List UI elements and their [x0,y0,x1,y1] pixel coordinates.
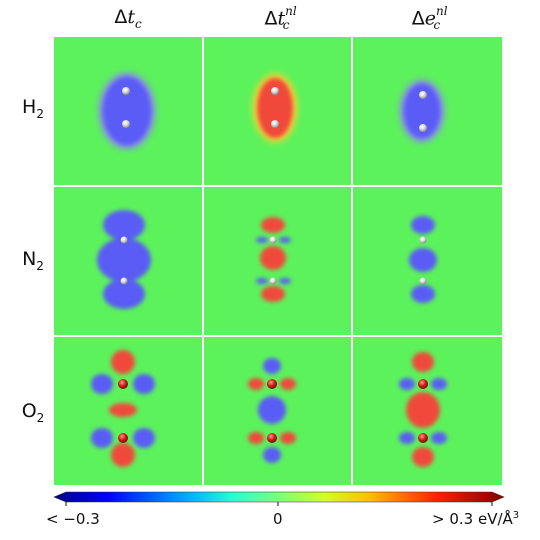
atom-o [118,379,128,389]
atom-o [267,433,277,443]
colorbar-min-text: < −0.3 [46,510,100,528]
header-sup: nl [435,4,448,18]
row-base: H [22,96,37,118]
panel-o2-delta-ec-nl [399,352,447,467]
atom-o [118,433,128,443]
atom-n [269,277,277,285]
atom-o [267,379,277,389]
atom-h [271,87,279,95]
row-base: O [21,400,37,422]
panel-h2-delta-tc-nl [253,74,297,142]
colorbar-max-text: > 0.3 eV/Å [432,510,513,528]
column-header-delta-tc-nl: Δtnlc [203,4,351,33]
atom-h [122,120,130,128]
column-header-delta-ec-nl: Δenlc [352,4,500,33]
header-sub: c [282,18,290,33]
colorbar-label-max: > 0.3 eV/Å3 [432,510,519,528]
row-sub: 2 [36,258,44,273]
header-var: e [424,7,436,30]
row-base: N [22,248,37,270]
atom-n [419,236,427,244]
header-sup: nl [285,4,297,18]
panel-h2-delta-tc [99,73,155,149]
panel-o2-delta-tc-nl [248,358,296,463]
atom-h [271,120,279,128]
panel-grid-lines [54,37,502,485]
row-sub: 2 [36,106,44,121]
header-var: t [277,7,286,30]
atom-h [122,87,130,95]
row-header-o2: O2 [16,400,50,425]
panel-o2-delta-tc [91,350,155,467]
colorbar [53,491,505,506]
row-header-h2: H2 [16,96,50,121]
atom-h [419,91,427,99]
header-prefix: Δ [114,6,128,28]
header-var: t [127,6,135,28]
colorbar-mid-text: 0 [273,510,283,528]
atom-n [120,236,128,244]
atom-n [120,277,128,285]
panel-n2-delta-tc-nl [256,217,291,302]
atom-o [418,379,428,389]
colorbar-label-min: < −0.3 [46,510,100,528]
header-prefix: Δ [264,7,278,30]
colorbar-label-mid: 0 [273,510,283,528]
column-header-delta-tc: Δtc [54,6,202,31]
atom-h [419,124,427,132]
row-header-n2: N2 [16,248,50,273]
panel-h2-delta-ec-nl [400,80,444,142]
colorbar-max-sup: 3 [512,510,520,521]
atom-n [419,277,427,285]
header-prefix: Δ [411,7,425,30]
panel-n2-delta-ec-nl [409,216,437,303]
panel-n2-delta-tc [97,210,151,309]
atom-o [418,433,428,443]
row-sub: 2 [36,410,45,425]
header-sub: c [134,16,142,31]
header-sub: c [433,18,441,33]
atom-n [269,236,277,244]
